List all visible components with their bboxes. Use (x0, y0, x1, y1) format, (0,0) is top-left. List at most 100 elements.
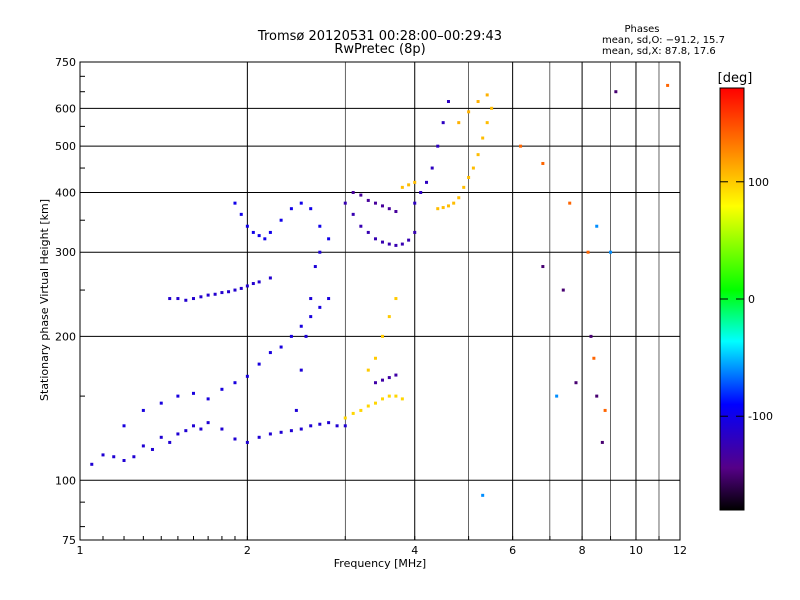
data-point (245, 374, 249, 378)
colorbar-tick-label: 100 (748, 176, 769, 189)
y-tick-label: 750 (55, 56, 76, 69)
data-point (168, 440, 172, 444)
data-point (206, 397, 210, 401)
colorbar-tick-label: 0 (748, 293, 755, 306)
data-point (294, 408, 298, 412)
data-point (318, 422, 322, 426)
plot-frame (79, 61, 681, 541)
data-point (318, 250, 322, 254)
phases-x-line: mean, sd,X: 87.8, 17.6 (602, 46, 716, 57)
data-point (476, 153, 480, 157)
data-point (400, 185, 404, 189)
data-point (299, 324, 303, 328)
data-point (380, 204, 384, 208)
data-point (279, 430, 283, 434)
data-point (373, 356, 377, 360)
data-point (471, 166, 475, 170)
data-point (299, 201, 303, 205)
data-point (380, 378, 384, 382)
data-point (476, 100, 480, 104)
data-point (373, 381, 377, 385)
data-point (279, 218, 283, 222)
data-point (586, 250, 590, 254)
data-point (387, 242, 391, 246)
data-point (191, 391, 195, 395)
data-point (407, 238, 411, 242)
data-point (343, 424, 347, 428)
data-point (159, 401, 163, 405)
data-point (452, 201, 456, 205)
y-tick-labels: 75 100 200 300 400 500 600 750 (55, 56, 76, 547)
data-point (609, 250, 613, 254)
data-point (485, 121, 489, 125)
data-point (191, 424, 195, 428)
data-point (227, 290, 231, 294)
data-point (257, 435, 261, 439)
y-tick-label: 75 (62, 534, 76, 547)
data-point (666, 83, 670, 87)
data-point (481, 493, 485, 497)
data-point (213, 292, 217, 296)
data-point (614, 90, 618, 94)
data-point (168, 297, 172, 301)
data-point (490, 106, 494, 110)
x-tick-label: 4 (411, 544, 418, 557)
data-point (366, 368, 370, 372)
data-point (561, 288, 565, 292)
data-point (467, 175, 471, 179)
data-point (359, 193, 363, 197)
data-point (101, 453, 105, 457)
x-tick-label: 2 (244, 544, 251, 557)
y-tick-label: 200 (55, 330, 76, 343)
data-point (251, 230, 255, 234)
data-point (574, 381, 578, 385)
data-point (304, 334, 308, 338)
data-point (257, 280, 261, 284)
data-point (309, 315, 313, 319)
data-point (199, 295, 203, 299)
chart-title: Tromsø 20120531 00:28:00–00:29:43 (257, 29, 502, 44)
data-point (446, 204, 450, 208)
data-point (327, 237, 331, 241)
data-point (351, 190, 355, 194)
x-tick-label: 1 (77, 544, 84, 557)
data-point (457, 121, 461, 125)
data-point (220, 291, 224, 295)
data-point (289, 334, 293, 338)
y-tick-label: 500 (55, 140, 76, 153)
data-point (309, 207, 313, 211)
data-point (233, 381, 237, 385)
data-point (413, 180, 417, 184)
data-point (268, 230, 272, 234)
data-point (318, 305, 322, 309)
data-point (318, 224, 322, 228)
data-point (380, 240, 384, 244)
data-point (327, 421, 331, 425)
data-point (176, 432, 180, 436)
data-point (299, 368, 303, 372)
data-point (387, 207, 391, 211)
data-point (220, 387, 224, 391)
data-point (141, 408, 145, 412)
data-point (141, 444, 145, 448)
data-point (387, 376, 391, 380)
chart-subtitle: RwPretec (8p) (334, 42, 425, 57)
data-point (485, 93, 489, 97)
data-point (394, 394, 398, 398)
data-point (373, 401, 377, 405)
data-point (239, 212, 243, 216)
data-point (257, 362, 261, 366)
data-point (595, 394, 599, 398)
data-point (359, 408, 363, 412)
data-point (309, 424, 313, 428)
x-tick-label: 12 (673, 544, 687, 557)
colorbar-ticks: 100 0 -100 (720, 176, 773, 423)
data-point (245, 284, 249, 288)
data-point (233, 288, 237, 292)
data-point (387, 315, 391, 319)
data-point (481, 136, 485, 140)
data-point (413, 230, 417, 234)
y-tick-label: 600 (55, 102, 76, 115)
data-point (176, 394, 180, 398)
